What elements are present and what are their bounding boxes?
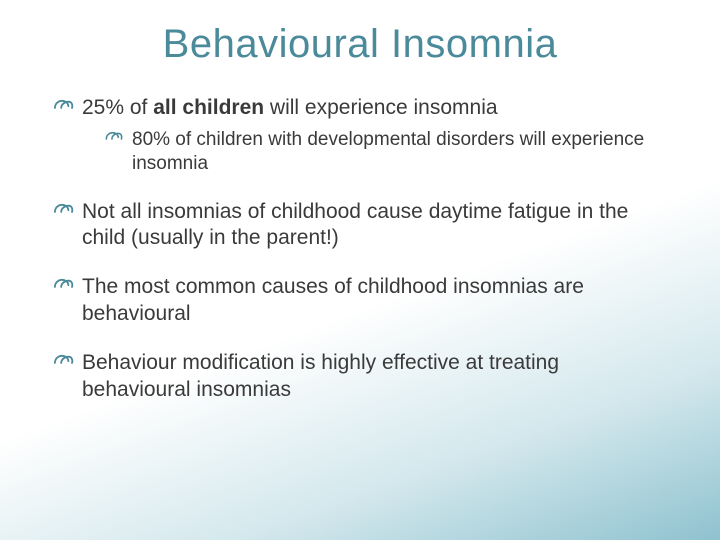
bullet-text: Behaviour modification is highly effecti… <box>82 351 559 401</box>
bullet-item: 25% of all children will experience inso… <box>52 95 672 177</box>
bullet-list: 25% of all children will experience inso… <box>48 95 672 404</box>
slide-title: Behavioural Insomnia <box>48 22 672 67</box>
bullet-text-post: will experience insomnia <box>264 96 497 119</box>
bullet-text-pre: 25% of <box>82 96 153 119</box>
sub-bullet-list: 80% of children with developmental disor… <box>82 128 672 177</box>
bullet-item: Behaviour modification is highly effecti… <box>52 350 672 404</box>
sub-bullet-text: 80% of children with developmental disor… <box>132 129 644 174</box>
bullet-item: The most common causes of childhood inso… <box>52 274 672 328</box>
bullet-text: Not all insomnias of childhood cause day… <box>82 200 628 250</box>
bullet-text-bold: all children <box>153 96 264 119</box>
bullet-item: Not all insomnias of childhood cause day… <box>52 199 672 253</box>
bullet-text: The most common causes of childhood inso… <box>82 275 584 325</box>
sub-bullet-item: 80% of children with developmental disor… <box>104 128 672 177</box>
slide-container: Behavioural Insomnia 25% of all children… <box>0 0 720 404</box>
